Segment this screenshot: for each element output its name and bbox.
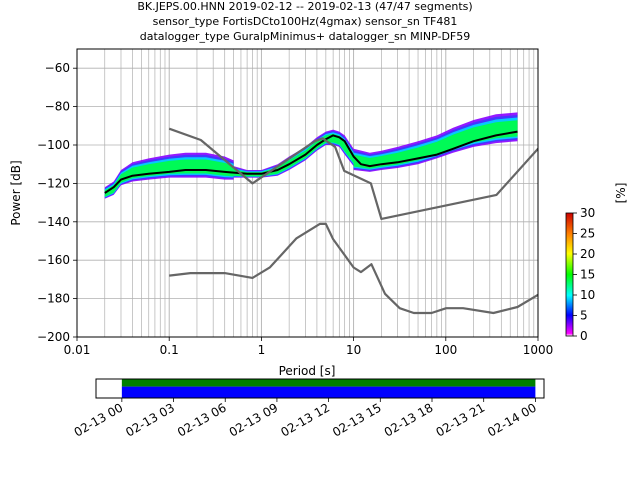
availability-tick-label: 02-13 15: [330, 400, 384, 439]
y-axis-label: Power [dB]: [9, 160, 23, 225]
y-tick-label: −60: [45, 61, 70, 75]
colorbar-tick-label: 5: [580, 309, 588, 323]
colorbar-tick-label: 10: [580, 288, 595, 302]
nhnm-line: [168, 127, 538, 220]
availability-tick-label: 02-13 18: [382, 400, 436, 439]
y-tick-label: −140: [37, 215, 70, 229]
y-tick-label: −160: [37, 253, 70, 267]
series-lines: [104, 127, 538, 315]
colorbar-tick-label: 20: [580, 247, 595, 261]
availability-tick-label: 02-14 00: [485, 400, 539, 439]
availability-tick-label: 02-13 03: [123, 400, 177, 439]
x-axis-label: Period [s]: [279, 364, 336, 378]
availability-bar: [95, 378, 545, 399]
nlnm-line: [169, 222, 538, 315]
title-line-1: BK.JEPS.00.HNN 2019-02-12 -- 2019-02-13 …: [137, 0, 472, 13]
x-tick-label: 100: [434, 343, 457, 357]
colorbar-tick-label: 30: [580, 206, 595, 220]
density-bands: [104, 112, 518, 199]
y-tick-label: −200: [37, 330, 70, 344]
colorbar-tick-label: 25: [580, 227, 595, 241]
plot-frame: [76, 48, 539, 338]
x-axis-ticks: 0.01 0.1 1 10 100 1000: [64, 337, 554, 357]
availability-segment-top: [121, 379, 536, 387]
density-band: [104, 159, 234, 197]
availability-frame: [95, 378, 545, 399]
availability-tick-label: 02-13 06: [175, 400, 229, 439]
x-tick-label: 0.01: [64, 343, 91, 357]
y-tick-label: −180: [37, 292, 70, 306]
availability-tick-label: 02-13 00: [72, 400, 126, 439]
y-tick-label: −80: [45, 100, 70, 114]
mode-line: [104, 130, 518, 194]
colorbar: [565, 212, 574, 337]
availability-segment-bottom: [121, 386, 536, 398]
x-tick-label: 1: [258, 343, 266, 357]
y-axis-ticks: −200 −180 −160 −140 −120 −100 −80 −60: [37, 61, 77, 344]
colorbar-tick-label: 15: [580, 268, 595, 282]
colorbar-label: [%]: [614, 183, 628, 204]
title-line-2: sensor_type FortisDCto100Hz(4gmax) senso…: [153, 15, 458, 28]
colorbar-tick-label: 0: [580, 329, 588, 343]
availability-tick-label: 02-13 09: [227, 400, 281, 439]
x-tick-label: 10: [346, 343, 361, 357]
density-band: [353, 120, 518, 169]
x-tick-label: 1000: [523, 343, 554, 357]
colorbar-ticks: 0 5 10 15 20 25 30: [573, 206, 595, 343]
x-tick-label: 0.1: [160, 343, 179, 357]
availability-tick-label: 02-13 21: [433, 400, 487, 439]
grid-lines: [76, 49, 538, 337]
y-tick-label: −100: [37, 138, 70, 152]
availability-tick-label: 02-13 12: [278, 400, 332, 439]
title-line-3: datalogger_type GuralpMinimus+ datalogge…: [140, 30, 471, 43]
y-tick-label: −120: [37, 176, 70, 190]
